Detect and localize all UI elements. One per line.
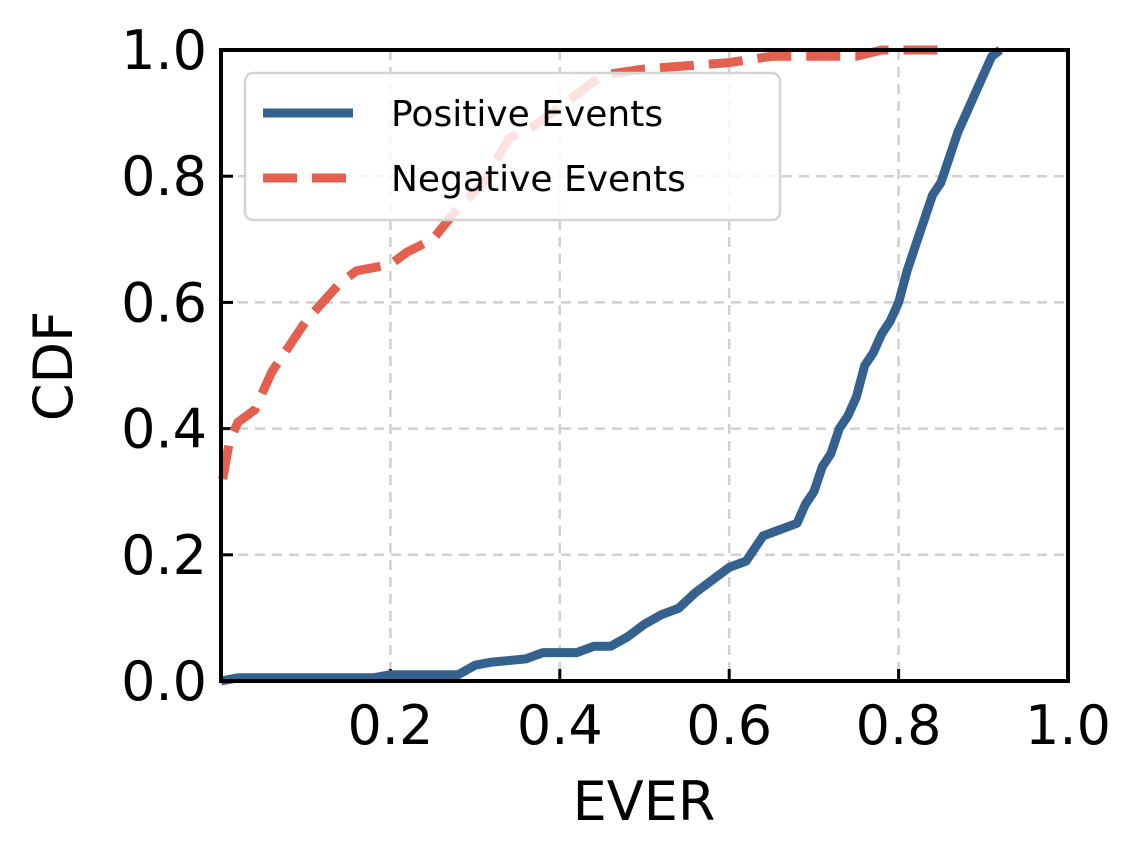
y-axis-title: CDF (22, 311, 85, 421)
x-axis: 0.2 0.4 0.6 0.8 1.0 (347, 694, 1110, 757)
x-tick-label: 0.4 (517, 694, 603, 757)
y-tick-label: 0.4 (121, 398, 207, 461)
legend-label-positive: Positive Events (391, 94, 663, 135)
x-tick-label: 1.0 (1025, 694, 1111, 757)
x-tick-label: 0.6 (686, 694, 772, 757)
y-tick-label: 0.6 (121, 271, 207, 334)
series-line-positive (220, 46, 1003, 686)
plot-frame (219, 48, 1070, 683)
x-tick-label: 0.8 (856, 694, 942, 757)
legend-box (243, 71, 782, 222)
y-tick-label: 0.2 (121, 524, 207, 587)
legend-label-negative: Negative Events (391, 159, 686, 200)
y-tick-label: 0.0 (121, 650, 207, 713)
y-tick-label: 1.0 (121, 19, 207, 82)
y-tick-label: 0.8 (121, 145, 207, 208)
x-axis-title: EVER (573, 770, 716, 833)
legend: Positive Events Negative Events (243, 71, 782, 222)
x-tick-label: 0.2 (347, 694, 433, 757)
y-axis: 0.0 0.2 0.4 0.6 0.8 1.0 (121, 19, 207, 713)
